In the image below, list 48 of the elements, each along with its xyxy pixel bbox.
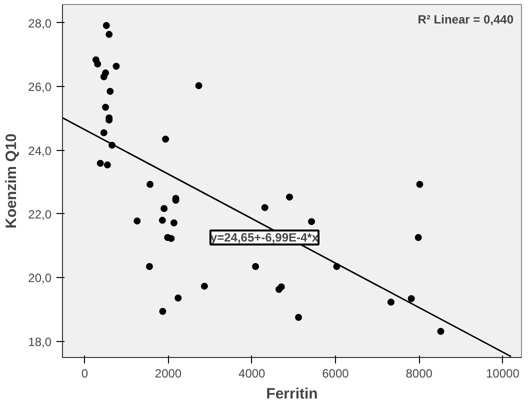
point — [146, 262, 153, 270]
y-tick-label: 18,0 — [28, 334, 52, 349]
x-tick-label: 10000 — [486, 366, 520, 380]
point — [100, 73, 108, 80]
point — [200, 282, 208, 290]
point — [195, 82, 202, 90]
point — [168, 234, 175, 242]
point — [408, 295, 415, 302]
point — [437, 328, 444, 335]
annotation: R² Linear = 0,440 — [418, 12, 514, 26]
y-tick-label: 20,0 — [28, 271, 52, 286]
point — [102, 22, 110, 29]
point — [308, 218, 316, 226]
point — [278, 283, 285, 290]
y-axis-title: Koenzim Q10 — [3, 133, 20, 229]
point — [96, 160, 104, 167]
x-axis-title: Ferritin — [266, 386, 318, 402]
point — [416, 180, 424, 188]
point — [146, 180, 154, 188]
x-tick-label: 4000 — [238, 366, 266, 380]
point — [261, 204, 268, 212]
point — [134, 217, 141, 224]
point — [387, 298, 394, 306]
x-tick-label: 6000 — [322, 366, 350, 380]
y-tick-label: 26,0 — [28, 80, 52, 94]
point — [286, 194, 293, 201]
point — [158, 216, 166, 224]
point — [295, 314, 302, 321]
point — [100, 129, 108, 136]
point — [104, 161, 111, 168]
x-tick-label: 2000 — [154, 366, 182, 380]
y-tick-label: 22,0 — [28, 207, 52, 222]
point — [159, 308, 166, 315]
x-tick-label: 8000 — [406, 366, 433, 380]
point — [162, 136, 170, 143]
point — [106, 30, 113, 38]
point — [174, 294, 182, 302]
point — [94, 60, 102, 68]
point — [170, 219, 178, 226]
point — [102, 104, 110, 111]
point — [106, 88, 114, 95]
y-tick-label: 24,0 — [28, 144, 52, 158]
point — [252, 262, 260, 270]
x-tick-label: 0 — [81, 366, 88, 380]
point — [112, 62, 120, 70]
point — [160, 205, 168, 212]
y-tick-label: 28,0 — [28, 16, 52, 30]
point — [414, 234, 422, 241]
